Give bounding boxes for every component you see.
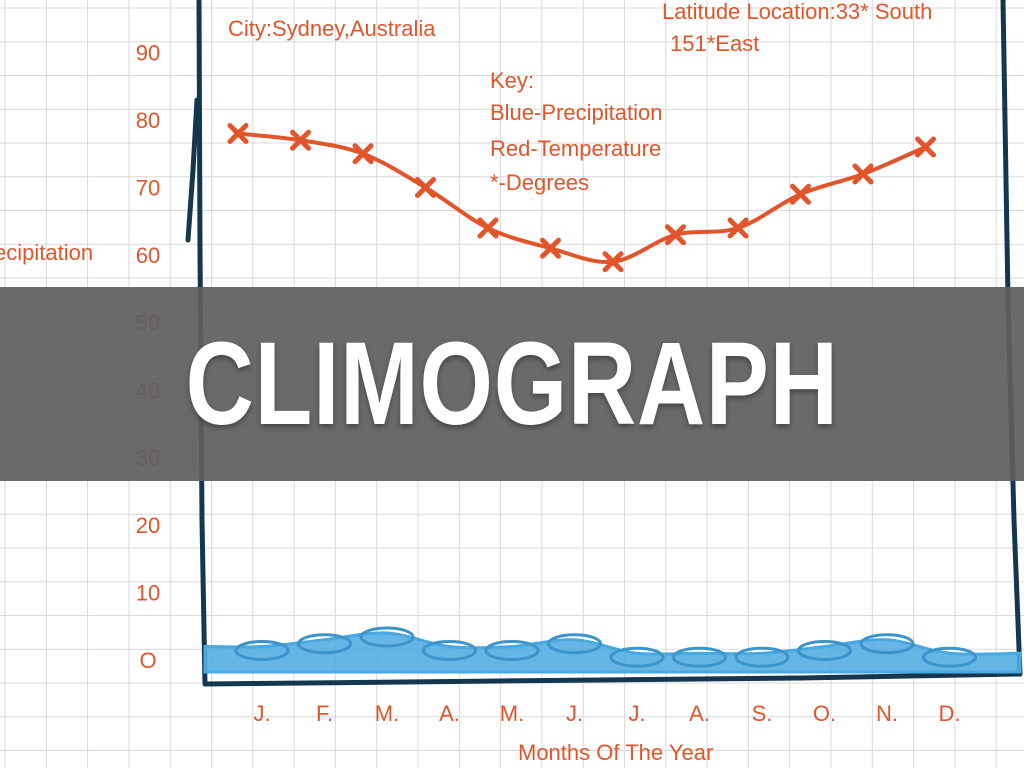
key-blue: Blue-Precipitation xyxy=(490,100,662,125)
temperature-point xyxy=(665,224,686,246)
axis-scribble xyxy=(185,97,200,243)
precipitation-point xyxy=(609,646,665,668)
y-axis-label: Precipitation xyxy=(0,240,93,265)
latitude-label: Latitude Location:33* South xyxy=(662,0,932,24)
precipitation-point xyxy=(859,633,915,655)
precipitation-point xyxy=(297,633,352,655)
longitude-label: 151*East xyxy=(670,31,759,56)
temperature-point xyxy=(790,183,811,205)
x-axis-line xyxy=(202,671,1023,687)
temperature-point xyxy=(727,217,749,239)
temperature-point xyxy=(540,237,561,259)
temperature-point xyxy=(227,123,249,144)
x-tick-label: A. xyxy=(689,701,710,726)
temperature-point xyxy=(852,163,874,185)
precipitation-point xyxy=(797,640,852,661)
y-tick-label: 70 xyxy=(136,176,160,201)
temperature-point xyxy=(477,217,499,239)
x-tick-label: F. xyxy=(316,701,333,726)
y-tick-label: 20 xyxy=(136,513,160,538)
x-tick-label: N. xyxy=(876,701,898,726)
x-tick-label: A. xyxy=(439,701,460,726)
x-tick-labels: J. F. M. A. M. J. J. A. S. O. N. D. xyxy=(253,701,960,726)
y-tick-label: 90 xyxy=(136,41,160,66)
y-tick-label: 10 xyxy=(136,581,160,606)
city-label: City:Sydney,Australia xyxy=(228,16,436,41)
temperature-point xyxy=(602,251,624,273)
y-tick-label: 60 xyxy=(136,243,160,268)
x-tick-label: M. xyxy=(500,701,524,726)
x-tick-label: D. xyxy=(939,701,961,726)
x-tick-label: O. xyxy=(813,701,836,726)
data-series xyxy=(203,123,1022,674)
temperature-point xyxy=(915,136,936,158)
precipitation-point xyxy=(672,646,727,668)
x-tick-label: M. xyxy=(375,701,399,726)
precipitation-point xyxy=(922,646,977,668)
key-title: Key: xyxy=(490,68,534,93)
key-degrees: *-Degrees xyxy=(490,170,589,195)
precipitation-point xyxy=(422,640,477,661)
x-tick-label: J. xyxy=(253,701,270,726)
x-tick-label: J. xyxy=(566,701,583,726)
banner-title: CLIMOGRAPH xyxy=(185,318,839,450)
x-tick-label: S. xyxy=(752,701,773,726)
temperature-point xyxy=(290,129,311,151)
title-banner: CLIMOGRAPH xyxy=(0,287,1024,481)
precipitation-point xyxy=(234,640,290,661)
temperature-point xyxy=(415,177,436,198)
key-red: Red-Temperature xyxy=(490,136,661,161)
precipitation-point xyxy=(547,633,602,655)
temperature-point xyxy=(352,143,374,165)
y-tick-label: 80 xyxy=(136,108,160,133)
x-tick-label: J. xyxy=(628,701,645,726)
x-axis-label: Months Of The Year xyxy=(518,740,713,765)
y-tick-label: O xyxy=(139,648,156,673)
precipitation-point xyxy=(734,646,790,668)
precipitation-point xyxy=(484,640,540,661)
precipitation-point xyxy=(359,626,415,648)
